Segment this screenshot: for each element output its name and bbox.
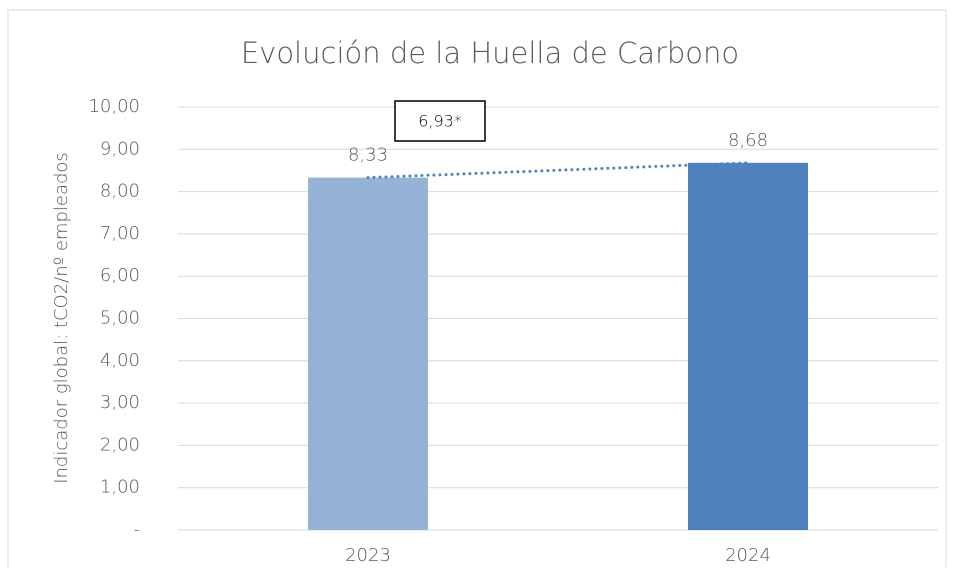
y-tick-label: 7,00 bbox=[100, 223, 140, 244]
y-tick-label: 3,00 bbox=[100, 392, 140, 413]
chart-border bbox=[7, 9, 947, 571]
y-tick-label: 9,00 bbox=[100, 138, 140, 159]
chart-title: Evolución de la Huella de Carbono bbox=[241, 36, 739, 70]
trendline bbox=[366, 161, 750, 180]
annotation-box bbox=[394, 100, 486, 142]
y-tick-label: 2,00 bbox=[100, 434, 140, 455]
x-tick-label: 2024 bbox=[725, 545, 771, 566]
bar bbox=[308, 177, 428, 531]
bar bbox=[688, 162, 808, 530]
value-label: 8,68 bbox=[728, 130, 768, 151]
y-tick-label: 8,00 bbox=[100, 181, 140, 202]
x-tick-label: 2023 bbox=[345, 545, 391, 566]
value-label: 8,33 bbox=[348, 145, 388, 166]
y-axis-label: Indicador global: tCO2/nº empleados bbox=[51, 152, 72, 484]
y-tick-label: 6,00 bbox=[100, 265, 140, 286]
y-tick-label: 1,00 bbox=[100, 477, 140, 498]
y-tick-label: - bbox=[134, 519, 141, 540]
y-tick-label: 10,00 bbox=[88, 96, 140, 117]
annotation: 6,93* bbox=[418, 112, 462, 131]
y-tick-label: 5,00 bbox=[100, 308, 140, 329]
y-tick-label: 4,00 bbox=[100, 350, 140, 371]
